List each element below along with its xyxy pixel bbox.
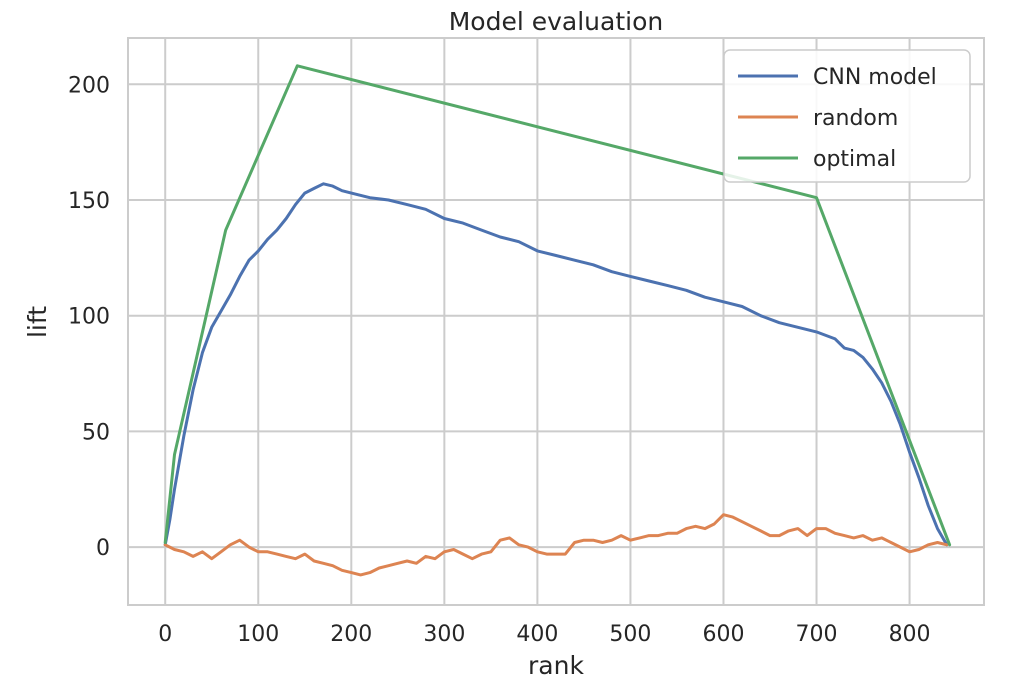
legend: CNN model random optimal <box>723 49 971 183</box>
legend-box <box>723 49 971 183</box>
x-tick-label: 700 <box>796 622 838 647</box>
x-tick-label: 100 <box>237 622 279 647</box>
series-line-2 <box>163 513 949 577</box>
x-tick-label: 0 <box>158 622 172 647</box>
y-axis-ticks: 0 50 100 150 200 <box>68 73 110 561</box>
series-line-3 <box>163 64 952 547</box>
y-axis-label: lift <box>23 306 52 338</box>
y-tick-label: 150 <box>68 189 110 214</box>
legend-label: CNN model <box>813 65 937 90</box>
legend-label: random <box>813 106 898 131</box>
x-tick-label: 800 <box>889 622 931 647</box>
x-axis-ticks: 0 100 200 300 400 500 600 700 800 <box>158 622 930 647</box>
x-tick-label: 300 <box>423 622 465 647</box>
y-tick-label: 50 <box>82 420 110 445</box>
plot-frame <box>127 37 985 606</box>
x-tick-label: 600 <box>702 622 744 647</box>
x-tick-label: 500 <box>609 622 651 647</box>
x-axis-label: rank <box>528 651 584 680</box>
x-tick-label: 200 <box>330 622 372 647</box>
series-lines <box>163 64 952 577</box>
y-tick-label: 100 <box>68 305 110 330</box>
y-tick-label: 200 <box>68 73 110 98</box>
series-line-1 <box>163 182 949 547</box>
x-tick-label: 400 <box>516 622 558 647</box>
chart-title: Model evaluation <box>449 7 664 36</box>
y-tick-label: 0 <box>96 536 110 561</box>
legend-label: optimal <box>813 147 896 172</box>
